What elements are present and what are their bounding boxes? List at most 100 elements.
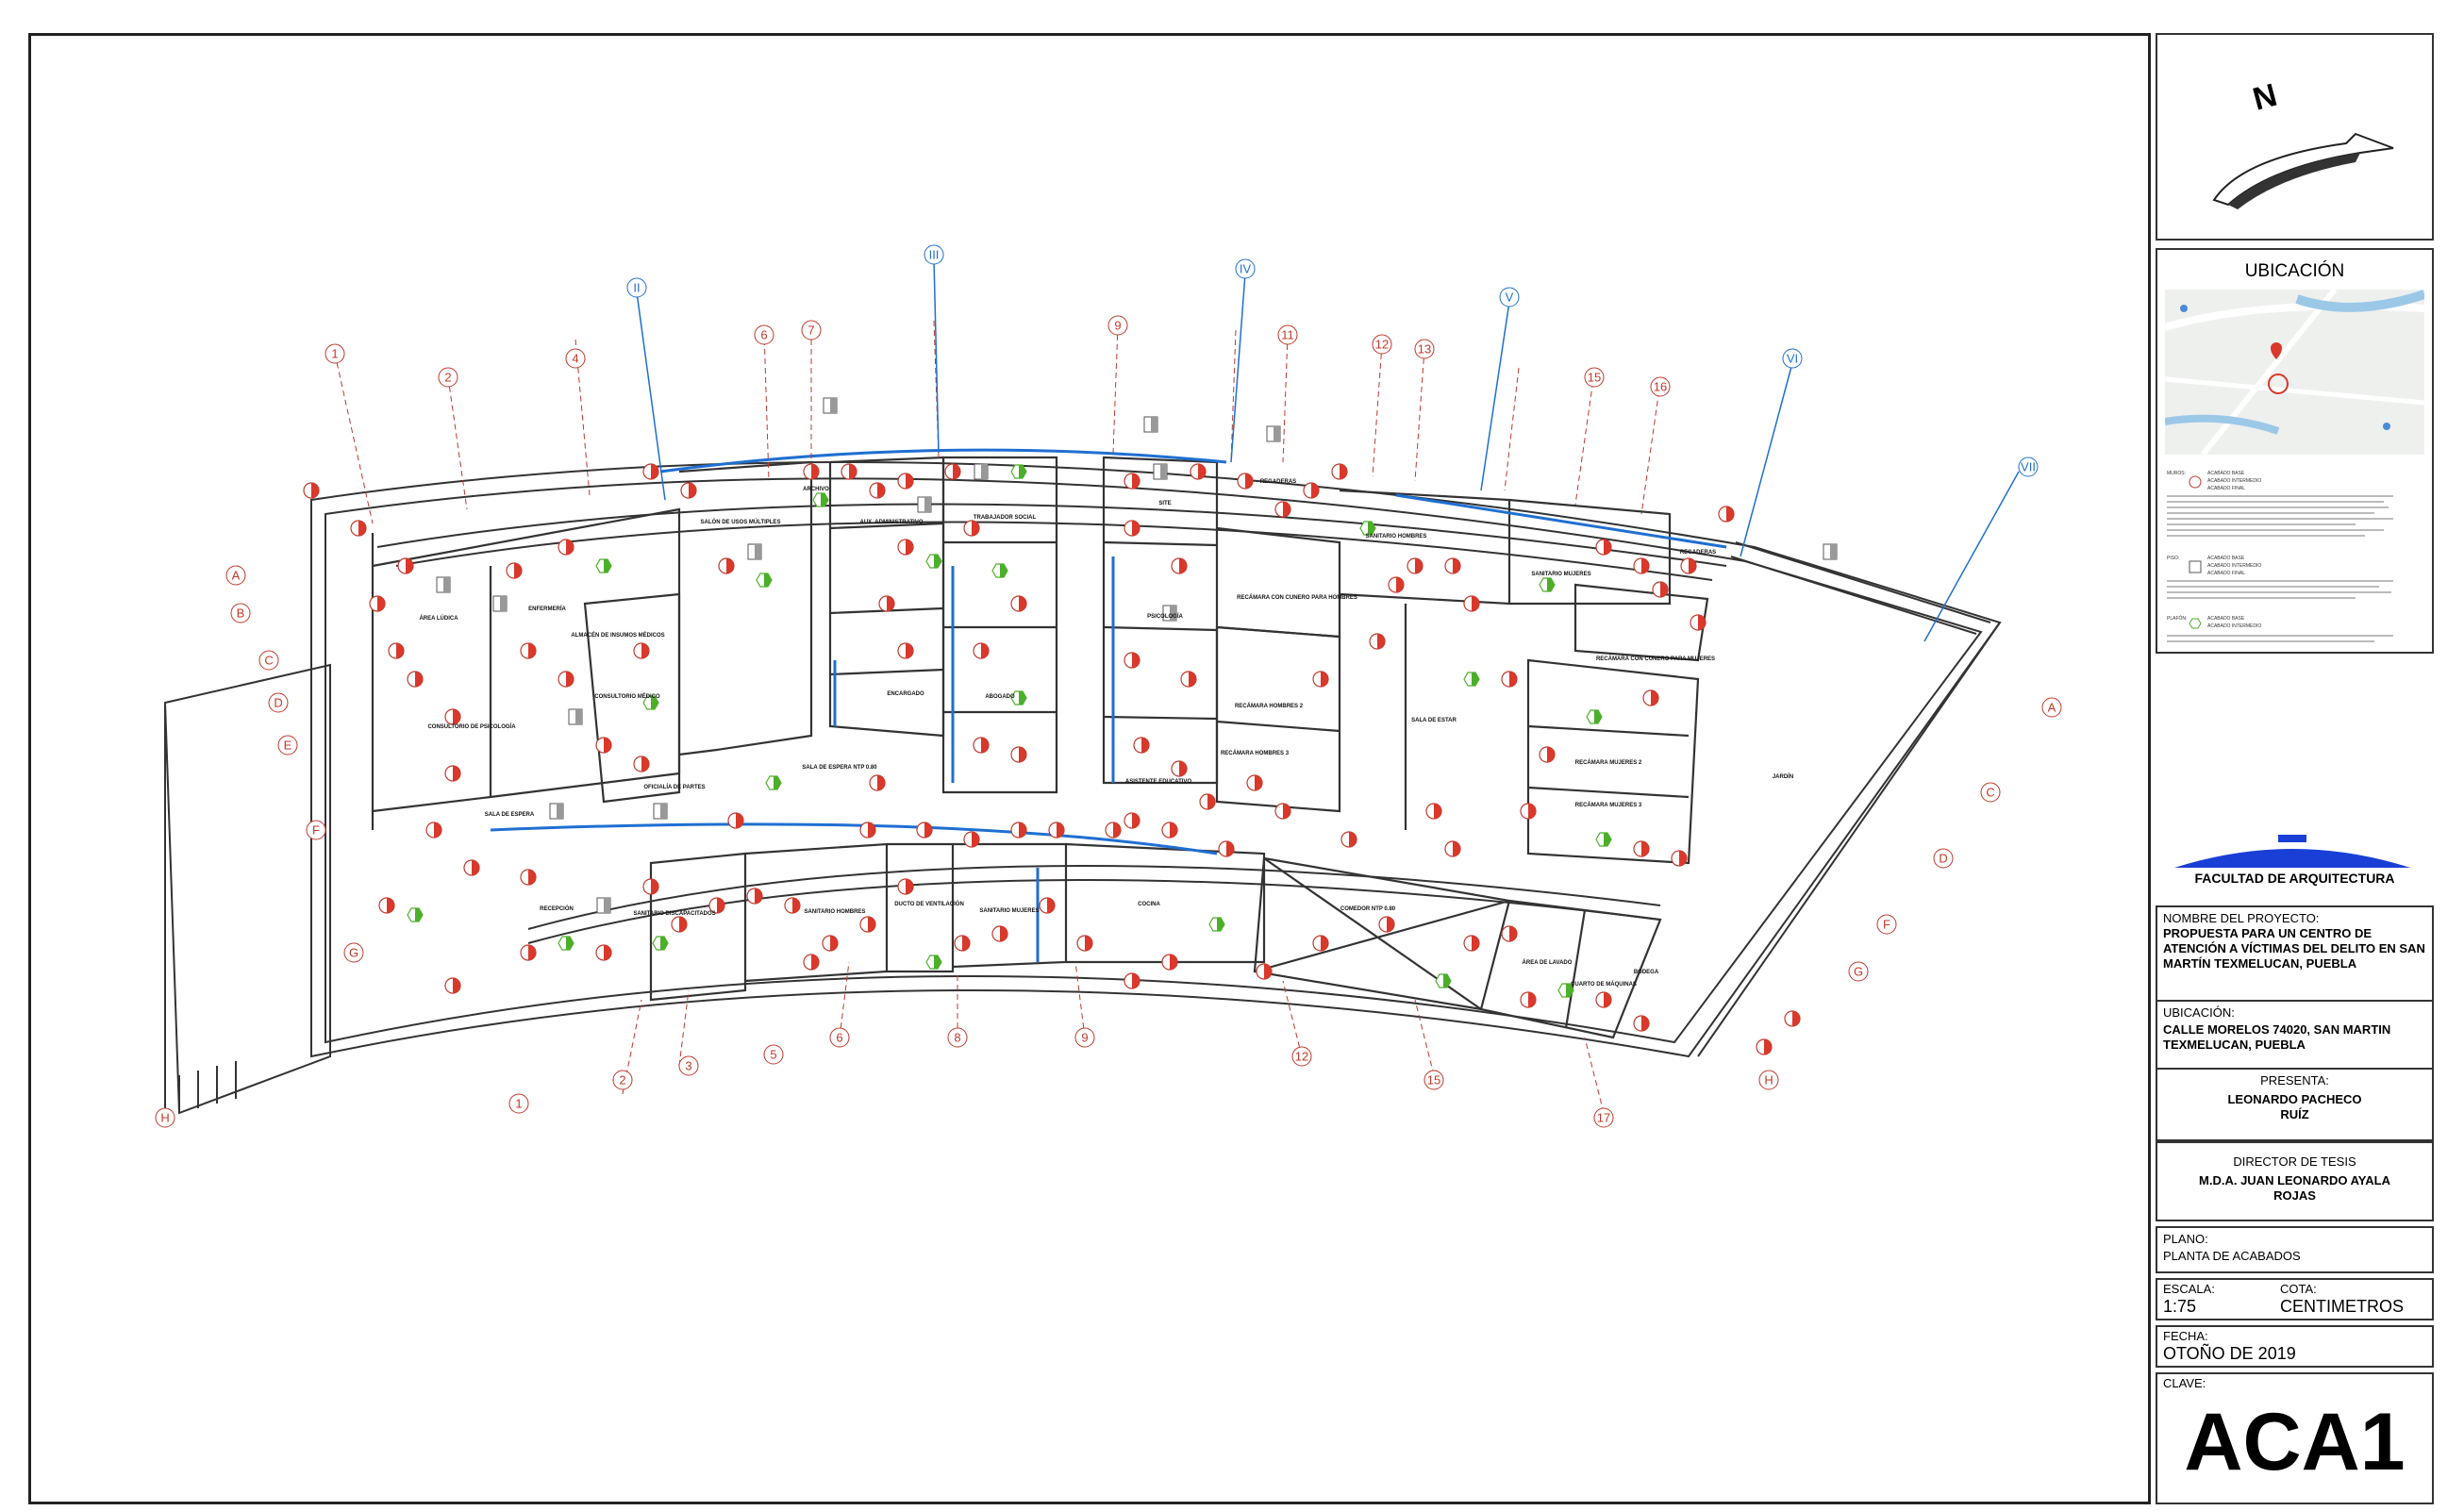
room-label: SANITARIO DISCAPACITADOS xyxy=(633,911,715,917)
project-info: NOMBRE DEL PROYECTO: PROPUESTA PARA UN C… xyxy=(2156,905,2434,1141)
svg-text:15: 15 xyxy=(1588,371,1601,385)
legend-text: ACABADO BASE xyxy=(2207,556,2245,561)
svg-text:IV: IV xyxy=(1240,262,1252,276)
svg-text:9: 9 xyxy=(1081,1031,1088,1045)
date-label: FECHA: xyxy=(2163,1329,2208,1343)
svg-text:4: 4 xyxy=(572,352,578,366)
svg-text:II: II xyxy=(633,281,640,295)
room-label: COCINA xyxy=(1138,902,1160,907)
svg-text:12: 12 xyxy=(1295,1050,1308,1064)
grid-axes xyxy=(334,320,1661,1114)
room-label: CONSULTORIO MÉDICO xyxy=(594,692,660,700)
svg-text:7: 7 xyxy=(807,324,814,338)
room-label: RECÁMARA HOMBRES 2 xyxy=(1235,703,1304,709)
drawing-frame xyxy=(28,33,2151,1504)
room-label: SALÓN DE USOS MÚLTIPLES xyxy=(701,518,781,525)
svg-text:III: III xyxy=(929,248,940,262)
room-label: ÁREA DE LAVADO xyxy=(1523,959,1573,966)
director-info: DIRECTOR DE TESIS M.D.A. JUAN LEONARDO A… xyxy=(2156,1141,2434,1221)
svg-text:H: H xyxy=(1764,1073,1773,1088)
address: CALLE MORELOS 74020, SAN MARTIN TEXMELUC… xyxy=(2163,1022,2391,1052)
svg-text:16: 16 xyxy=(1654,380,1667,394)
room-label: DUCTO DE VENTILACIÓN xyxy=(894,900,964,907)
svg-text:1: 1 xyxy=(515,1097,522,1111)
plan-name: PLANTA DE ACABADOS xyxy=(2163,1249,2301,1263)
key-value: ACA1 xyxy=(2184,1397,2406,1487)
svg-text:13: 13 xyxy=(1418,342,1431,357)
legend-text: ACABADO FINAL xyxy=(2207,486,2245,491)
svg-text:D: D xyxy=(274,696,282,710)
project-label: NOMBRE DEL PROYECTO: xyxy=(2163,911,2320,925)
scale-label: ESCALA: xyxy=(2163,1282,2215,1296)
director-label: DIRECTOR DE TESIS xyxy=(2233,1154,2356,1169)
room-label: RECÁMARA CON CUNERO PARA MUJERES xyxy=(1596,656,1715,662)
room-label: SANITARIO HOMBRES xyxy=(805,909,866,915)
room-label: RECÁMARA HOMBRES 3 xyxy=(1221,750,1290,756)
room-label: ALMACÉN DE INSUMOS MÉDICOS xyxy=(571,631,664,639)
svg-text:2: 2 xyxy=(619,1073,625,1088)
room-label: JARDÍN xyxy=(1773,772,1793,780)
room-label: CUARTO DE MÁQUINAS xyxy=(1571,981,1637,988)
svg-text:C: C xyxy=(264,654,273,668)
svg-text:17: 17 xyxy=(1597,1111,1610,1125)
school-logo-icon xyxy=(2174,835,2410,868)
room-label: ENCARGADO xyxy=(887,691,924,697)
room-label: SANITARIO HOMBRES xyxy=(1366,534,1427,540)
room-label: RECÁMARA MUJERES 2 xyxy=(1575,759,1642,766)
svg-text:VII: VII xyxy=(2021,460,2036,474)
date-info: FECHA: OTOÑO DE 2019 xyxy=(2156,1325,2434,1368)
address-label: UBICACIÓN: xyxy=(2163,1005,2235,1020)
director: M.D.A. JUAN LEONARDO AYALA ROJAS xyxy=(2199,1173,2390,1203)
svg-text:D: D xyxy=(1939,852,1947,866)
legend-text: ACABADO INTERMEDIO xyxy=(2207,623,2261,629)
finish-legend: MUROS: ACABADO BASE ACABADO INTERMEDIO A… xyxy=(2165,467,2424,646)
svg-text:H: H xyxy=(160,1111,169,1125)
plan-info: PLANO: PLANTA DE ACABADOS xyxy=(2156,1226,2434,1273)
room-label: ÁREA LÚDICA xyxy=(419,615,458,622)
room-label: OFICIALÍA DE PARTES xyxy=(643,783,705,790)
svg-text:E: E xyxy=(284,739,292,753)
room-label: ABOGADO xyxy=(985,694,1015,700)
svg-text:VI: VI xyxy=(1787,352,1798,366)
presenter-label: PRESENTA: xyxy=(2260,1073,2329,1088)
room-label: RECÁMARA MUJERES 3 xyxy=(1575,802,1642,808)
room-label: REGADERAS xyxy=(1680,550,1716,556)
presenter: LEONARDO PACHECO RUÍZ xyxy=(2227,1092,2362,1121)
room-label: TRABAJADOR SOCIAL xyxy=(974,515,1037,521)
room-label: COMEDOR NTP 0.80 xyxy=(1340,906,1396,912)
scale-info: ESCALA: 1:75 COTA: CENTIMETROS xyxy=(2156,1278,2434,1320)
room-label: SITE xyxy=(1158,501,1171,506)
room-labels: SALÓN DE USOS MÚLTIPLES ARCHIVO AUX. ADM… xyxy=(419,479,1793,988)
legend-text: PISO: xyxy=(2167,556,2179,561)
axis-bubbles: 1 2 4 6 7 9 11 12 13 15 16 1 2 3 5 6 8 9… xyxy=(155,244,2062,1128)
room-label: CONSULTORIO DE PSICOLOGÍA xyxy=(427,722,516,730)
location-map xyxy=(2165,290,2424,455)
svg-text:2: 2 xyxy=(444,371,451,385)
svg-text:6: 6 xyxy=(836,1031,842,1045)
svg-text:C: C xyxy=(1986,786,1994,800)
room-label: RECEPCIÓN xyxy=(540,905,574,912)
room-label: SALA DE ESPERA NTP 0.80 xyxy=(802,765,877,771)
legend-text: PLAFÓN: xyxy=(2167,615,2187,622)
svg-text:G: G xyxy=(349,946,358,960)
key-label: CLAVE: xyxy=(2163,1376,2206,1390)
date-value: OTOÑO DE 2019 xyxy=(2163,1344,2296,1363)
school-name: FACULTAD DE ARQUITECTURA xyxy=(2194,871,2395,886)
scale-value: 1:75 xyxy=(2163,1297,2197,1316)
svg-text:1: 1 xyxy=(331,347,338,361)
svg-text:B: B xyxy=(237,606,245,621)
svg-text:6: 6 xyxy=(760,328,767,342)
north-arrow-icon: N xyxy=(2212,77,2394,209)
svg-text:3: 3 xyxy=(685,1059,691,1073)
key-info: CLAVE: ACA1 xyxy=(2156,1372,2434,1504)
legend-text: ACABADO BASE xyxy=(2207,471,2245,476)
room-label: RECÁMARA CON CUNERO PARA HOMBRES xyxy=(1237,594,1357,601)
location-box: UBICACIÓN MUROS: ACABADO BASE ACABADO I xyxy=(2156,248,2434,654)
room-label: ASISTENTE EDUCATIVO xyxy=(1125,779,1192,785)
room-label: ENFERMERÍA xyxy=(528,605,566,612)
project-name: PROPUESTA PARA UN CENTRO DE ATENCIÓN A V… xyxy=(2163,926,2425,971)
svg-text:G: G xyxy=(1854,965,1863,979)
legend-text: ACABADO INTERMEDIO xyxy=(2207,478,2261,484)
svg-text:12: 12 xyxy=(1375,338,1389,352)
legend-text: MUROS: xyxy=(2167,471,2186,476)
